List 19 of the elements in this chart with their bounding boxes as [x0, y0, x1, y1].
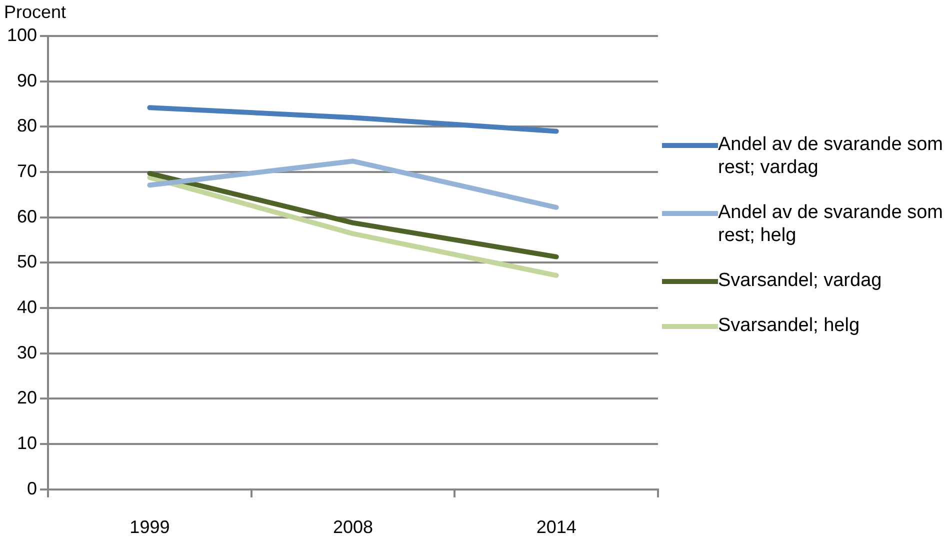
legend-label: Svarsandel; helg	[718, 314, 860, 336]
y-tick-label: 100	[6, 24, 38, 45]
y-tick-label: 50	[17, 252, 38, 272]
y-axis-title: Procent	[4, 2, 66, 22]
y-tick-label: 0	[27, 478, 38, 498]
legend-label: Andel av de svarande som rest; helg	[718, 200, 944, 246]
x-tick-label: 2008	[332, 517, 374, 538]
legend-label: Svarsandel; vardag	[718, 268, 882, 292]
y-tick-label: 40	[17, 297, 38, 318]
y-tick-label: 30	[17, 342, 38, 362]
y-tick-label: 60	[17, 206, 38, 226]
y-tick-label: 10	[17, 433, 38, 454]
x-tick-label: 1999	[130, 517, 170, 538]
y-tick-label: 20	[17, 388, 38, 408]
x-tick-label: 2014	[536, 517, 576, 538]
y-tick-label: 90	[17, 70, 38, 90]
y-tick-label: 80	[17, 116, 38, 136]
legend-label: Andel av de svarande som rest; vardag	[718, 132, 944, 178]
y-tick-label: 70	[17, 160, 38, 181]
